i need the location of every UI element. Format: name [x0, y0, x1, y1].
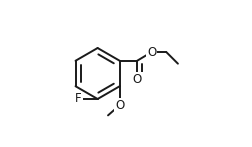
- Text: F: F: [75, 92, 82, 106]
- Text: O: O: [115, 99, 124, 112]
- Text: O: O: [133, 73, 142, 86]
- Text: O: O: [147, 46, 156, 59]
